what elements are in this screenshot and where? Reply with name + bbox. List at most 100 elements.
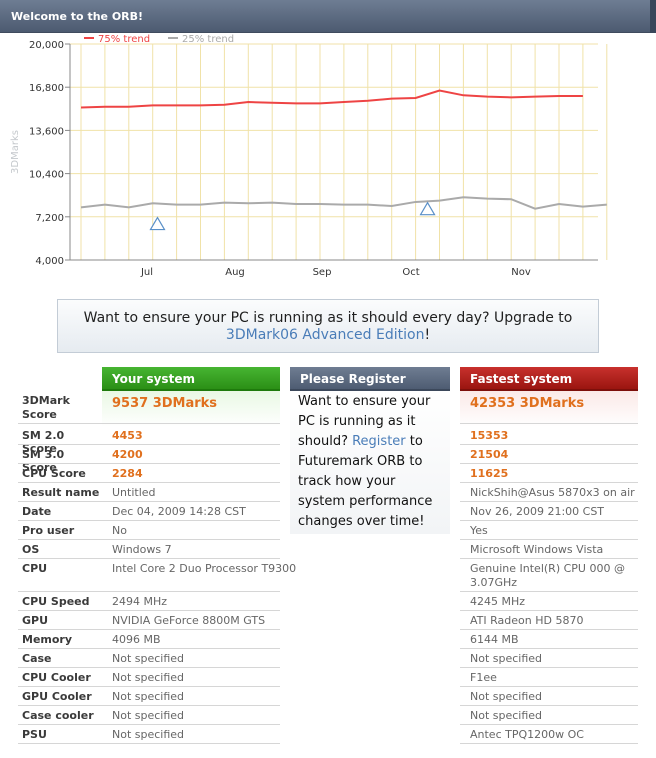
y-tick-label: 20,000 (29, 40, 64, 51)
fastest-cpu-line1: Genuine Intel(R) CPU 000 @ (470, 562, 625, 575)
legend-label: 75% trend (98, 34, 150, 45)
your-cpu: Intel Core 2 Duo Processor T9300 (112, 562, 297, 575)
row-divider (18, 520, 280, 521)
your-cpu-score: 2284 (112, 467, 143, 480)
your-sm2: 4453 (112, 429, 143, 442)
fastest-gpu: ATI Radeon HD 5870 (470, 614, 584, 627)
row-divider (18, 558, 280, 559)
row-divider (18, 686, 280, 687)
y-tick-label: 10,400 (29, 170, 64, 181)
trend-line (80, 89, 583, 109)
window-title: Welcome to the ORB! (11, 10, 144, 23)
row-label-gpu-cooler: GPU Cooler (22, 690, 92, 703)
register-text-end: to Futuremark ORB to track how your syst… (298, 434, 433, 529)
promo-text: Want to ensure your PC is running as it … (83, 310, 573, 326)
x-tick-label: Sep (313, 267, 332, 278)
row-divider (18, 501, 280, 502)
y-ticks: 20,000 16,800 13,600 10,400 7,200 4,000 (29, 40, 70, 267)
row-divider (18, 423, 280, 424)
row-divider (460, 423, 638, 424)
your-gpu: NVIDIA GeForce 8800M GTS (112, 614, 266, 627)
your-memory: 4096 MB (112, 633, 161, 646)
fastest-system-header: Fastest system (460, 367, 638, 391)
x-tick-label: Nov (511, 267, 531, 278)
row-label-date: Date (22, 505, 52, 518)
row-label-gpu: GPU (22, 614, 49, 627)
fastest-sm3: 21504 (470, 448, 509, 461)
row-label-cpu-cooler: CPU Cooler (22, 671, 91, 684)
fastest-date: Nov 26, 2009 21:00 CST (470, 505, 605, 518)
row-divider (18, 482, 280, 483)
row-label-psu: PSU (22, 728, 47, 741)
y-tick-label: 7,200 (35, 213, 64, 224)
row-divider (460, 724, 638, 725)
y-tick-label: 16,800 (29, 83, 64, 94)
please-register-header: Please Register (290, 367, 450, 391)
fastest-result-name: NickShih@Asus 5870x3 on air (470, 486, 635, 499)
trend-chart: 20,000 16,800 13,600 10,400 7,200 4,000 Jul Au… (0, 33, 656, 283)
legend: 75% trend 25% trend (84, 34, 234, 45)
register-text: Want to ensure your PC is running as it … (298, 394, 431, 449)
row-divider (460, 539, 638, 540)
y-tick-label: 4,000 (35, 256, 64, 267)
score-marker (419, 201, 436, 216)
fastest-cpu-line2: 3.07GHz (470, 576, 518, 589)
your-cpu-speed: 2494 MHz (112, 595, 168, 608)
register-link[interactable]: Register (352, 434, 406, 449)
row-label-pro-user: Pro user (22, 524, 75, 537)
your-case: Not specified (112, 652, 185, 665)
fastest-memory: 6144 MB (470, 633, 519, 646)
series-lines (80, 89, 607, 231)
your-os: Windows 7 (112, 543, 172, 556)
row-divider (460, 520, 638, 521)
row-divider (18, 610, 280, 611)
row-divider (460, 686, 638, 687)
plot-area (70, 44, 598, 260)
row-label-memory: Memory (22, 633, 73, 646)
row-divider (460, 558, 638, 559)
legend-label: 25% trend (182, 34, 234, 45)
row-label-result-name: Result name (22, 486, 100, 499)
row-divider (460, 743, 638, 744)
your-sm3: 4200 (112, 448, 143, 461)
y-tick-label: 13,600 (29, 126, 64, 137)
fastest-case-cooler: Not specified (470, 709, 543, 722)
row-label-cpu-score: CPU Score (22, 467, 86, 480)
row-label-sm3: SM 3.0 Score (22, 448, 65, 474)
window-titlebar: Welcome to the ORB! (0, 0, 656, 33)
row-label-case: Case (22, 652, 52, 665)
row-divider (460, 591, 638, 592)
row-divider (460, 629, 638, 630)
row-divider (18, 444, 280, 445)
your-column-tint (102, 391, 280, 427)
row-divider (460, 705, 638, 706)
your-case-cooler: Not specified (112, 709, 185, 722)
row-divider (460, 667, 638, 668)
promo-link[interactable]: 3DMark06 Advanced Edition (225, 327, 425, 343)
row-divider (460, 648, 638, 649)
row-divider (460, 501, 638, 502)
fastest-cpu-score: 11625 (470, 467, 509, 480)
fastest-os: Microsoft Windows Vista (470, 543, 604, 556)
fastest-cpu-cooler: F1ee (470, 671, 497, 684)
row-divider (18, 705, 280, 706)
row-divider (18, 667, 280, 668)
x-tick-label: Aug (225, 267, 245, 278)
row-divider (18, 724, 280, 725)
trend-line (80, 196, 607, 210)
row-divider (460, 482, 638, 483)
your-date: Dec 04, 2009 14:28 CST (112, 505, 246, 518)
promo-end: ! (424, 327, 431, 343)
fastest-sm2: 15353 (470, 429, 509, 442)
row-divider (18, 743, 280, 744)
trend-chart-svg: 20,000 16,800 13,600 10,400 7,200 4,000 Jul Au… (10, 34, 608, 278)
fastest-case: Not specified (470, 652, 543, 665)
row-label-cpu-speed: CPU Speed (22, 595, 90, 608)
row-divider (460, 610, 638, 611)
fastest-pro-user: Yes (470, 524, 488, 537)
your-gpu-cooler: Not specified (112, 690, 185, 703)
fastest-column-tint (460, 391, 638, 427)
your-result-name: Untitled (112, 486, 156, 499)
fastest-psu: Antec TPQ1200w OC (470, 728, 584, 741)
y-axis-label: 3DMarks (10, 130, 21, 174)
